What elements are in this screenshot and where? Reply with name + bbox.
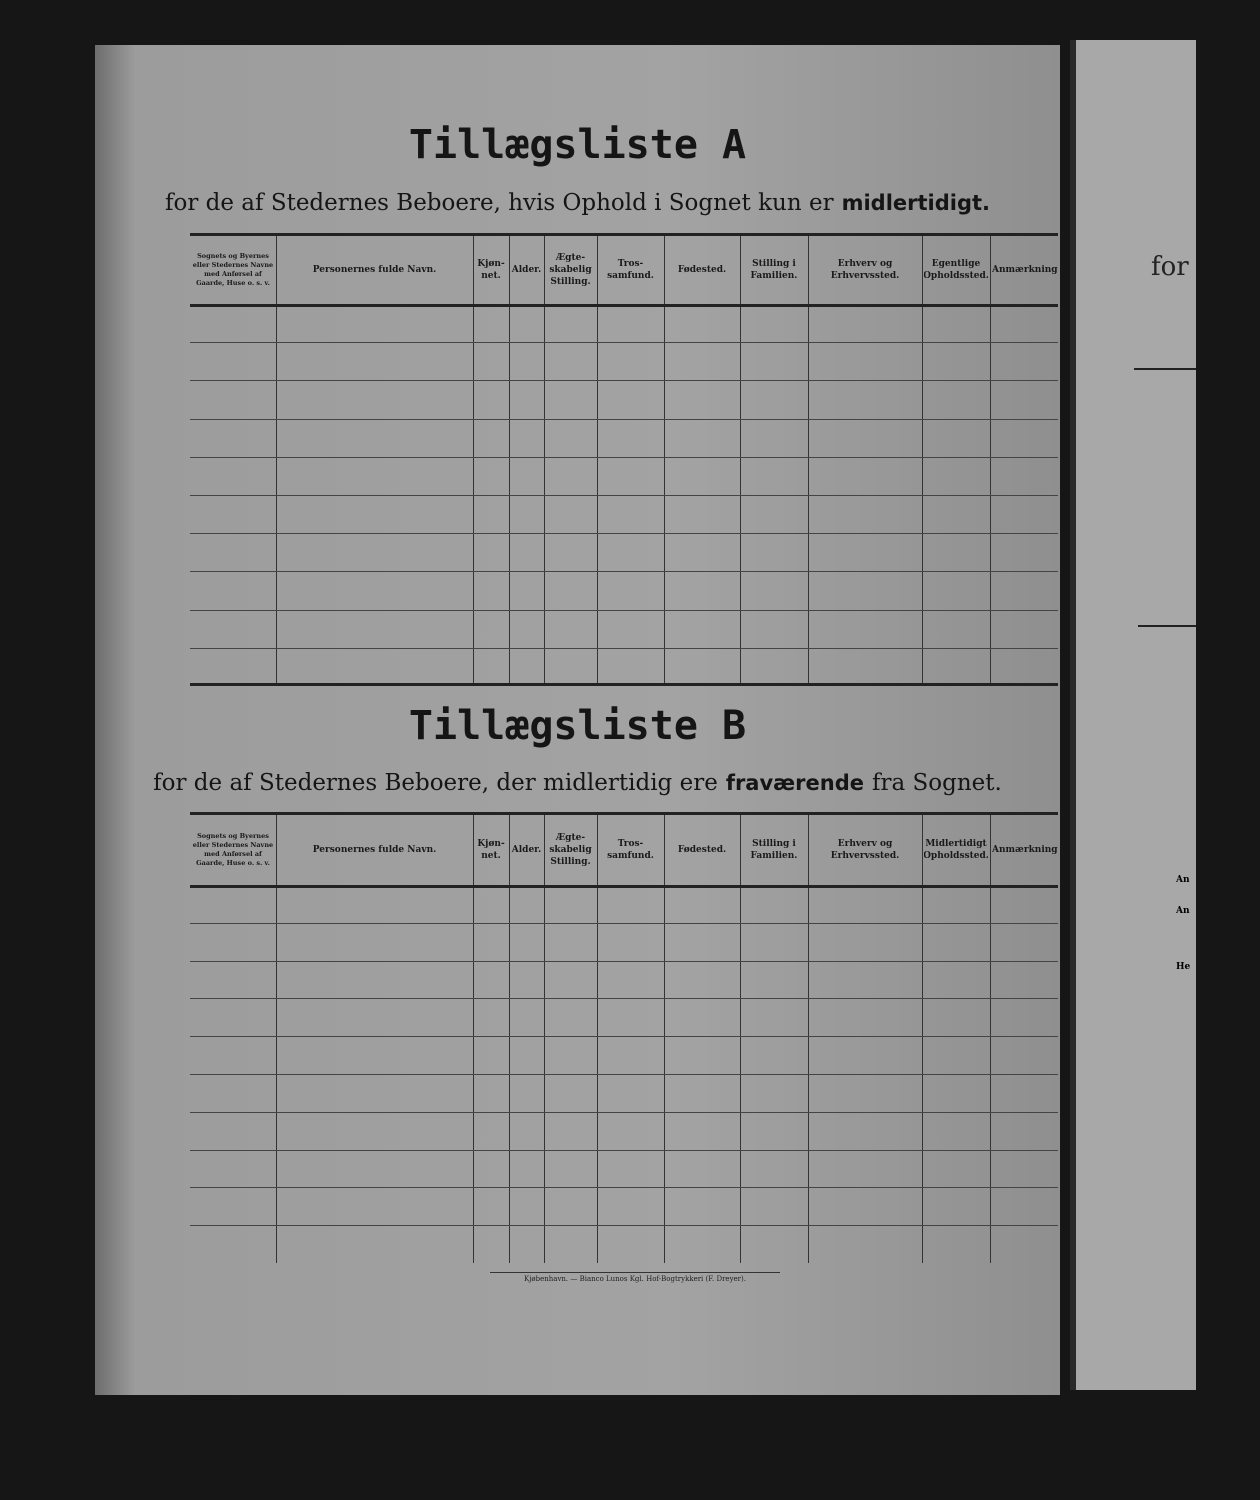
- column-header: Tros-samfund.: [607, 838, 654, 861]
- column-rule: [544, 815, 545, 1263]
- note: An: [1176, 875, 1190, 885]
- column-rule: [922, 236, 923, 686]
- row-rule: [190, 1074, 1058, 1075]
- subtitle-part: for de af Stedernes Beboere, der midlert…: [153, 770, 718, 796]
- column-header: Erhverv og Erhvervssted.: [830, 838, 900, 861]
- column-header: Erhverv og Erhvervssted.: [830, 258, 900, 281]
- right-page: for An An He: [1070, 40, 1196, 1390]
- row-rule: [190, 456, 1058, 458]
- row-rule: [190, 380, 1058, 382]
- column-header: Tros-samfund.: [607, 258, 654, 281]
- column-rule: [990, 815, 991, 1263]
- header-rule: [190, 885, 1058, 888]
- column-header: Alder.: [511, 264, 542, 275]
- row-rule: [190, 1036, 1058, 1038]
- column-header: Anmærkninger: [992, 844, 1058, 855]
- column-header: Stilling i Familien.: [750, 258, 798, 281]
- column-header: Fødested.: [677, 264, 727, 275]
- section-subtitle: for de af Stedernes Beboere, hvis Ophold…: [95, 190, 1060, 216]
- column-rule: [276, 236, 277, 686]
- column-rule: [509, 815, 510, 1263]
- column-rule: [990, 236, 991, 686]
- column-header: Ægte-skabelig Stilling.: [549, 832, 592, 868]
- column-rule: [922, 815, 923, 1263]
- column-rule: [740, 815, 741, 1263]
- section-title: Tillægsliste A: [408, 122, 747, 168]
- column-rule: [664, 236, 665, 686]
- column-header: Fødested.: [677, 844, 727, 855]
- column-header: Personernes fulde Navn.: [312, 844, 437, 855]
- rule: [1138, 625, 1196, 627]
- subtitle-part: midlertidigt.: [841, 191, 991, 215]
- left-page: [95, 45, 1060, 1395]
- header-rule: [190, 304, 1058, 307]
- column-rule: [597, 815, 598, 1263]
- row-rule: [190, 533, 1058, 535]
- row-rule: [190, 1187, 1058, 1189]
- row-rule: [190, 1149, 1058, 1151]
- row-rule: [190, 342, 1058, 344]
- note: He: [1176, 962, 1191, 972]
- column-rule: [473, 815, 474, 1263]
- column-header: Alder.: [511, 844, 542, 855]
- row-rule: [190, 418, 1058, 420]
- row-rule: [190, 647, 1058, 649]
- column-header: Stilling i Familien.: [750, 838, 798, 861]
- row-rule: [190, 571, 1058, 573]
- column-header: Kjøn-net.: [477, 838, 505, 861]
- right-heading: for: [1151, 252, 1189, 282]
- row-rule: [190, 1225, 1058, 1227]
- column-header: Egentlige Opholdssted.: [924, 258, 988, 281]
- rule: [1134, 368, 1196, 370]
- row-rule: [190, 609, 1058, 611]
- subtitle-part: for de af Stedernes Beboere, hvis Ophold…: [164, 190, 834, 216]
- column-header: Ægte-skabelig Stilling.: [549, 252, 592, 288]
- column-header: Anmærkninger: [992, 264, 1058, 275]
- row-rule: [190, 922, 1058, 924]
- column-rule: [597, 236, 598, 686]
- section-subtitle: for de af Stedernes Beboere, der midlert…: [95, 770, 1060, 796]
- subtitle-part: fraværende: [725, 771, 864, 795]
- section-title: Tillægsliste B: [408, 703, 747, 749]
- column-header: Sognets og Byernes eller Stedernes Navne…: [192, 832, 274, 867]
- column-header: Personernes fulde Navn.: [312, 264, 437, 275]
- column-rule: [544, 236, 545, 686]
- table-bottom: [190, 683, 1058, 686]
- column-rule: [509, 236, 510, 686]
- column-header: Midlertidigt Opholdssted.: [924, 838, 988, 861]
- column-rule: [808, 236, 809, 686]
- column-rule: [740, 236, 741, 686]
- column-rule: [664, 815, 665, 1263]
- row-rule: [190, 1111, 1058, 1113]
- note: An: [1176, 906, 1190, 916]
- column-rule: [473, 236, 474, 686]
- column-header: Kjøn-net.: [477, 258, 505, 281]
- row-rule: [190, 495, 1058, 496]
- subtitle-part: fra Sognet.: [872, 770, 1002, 796]
- row-rule: [190, 960, 1058, 962]
- column-rule: [276, 815, 277, 1263]
- register-table: Sognets og Byernes eller Stedernes Navne…: [190, 233, 1058, 686]
- printer-footer: Kjøbenhavn. — Bianco Lunos Kgl. Hof-Bogt…: [490, 1272, 780, 1283]
- row-rule: [190, 998, 1058, 1000]
- column-header: Sognets og Byernes eller Stedernes Navne…: [192, 252, 274, 287]
- column-rule: [808, 815, 809, 1263]
- register-table: Sognets og Byernes eller Stedernes Navne…: [190, 812, 1058, 1263]
